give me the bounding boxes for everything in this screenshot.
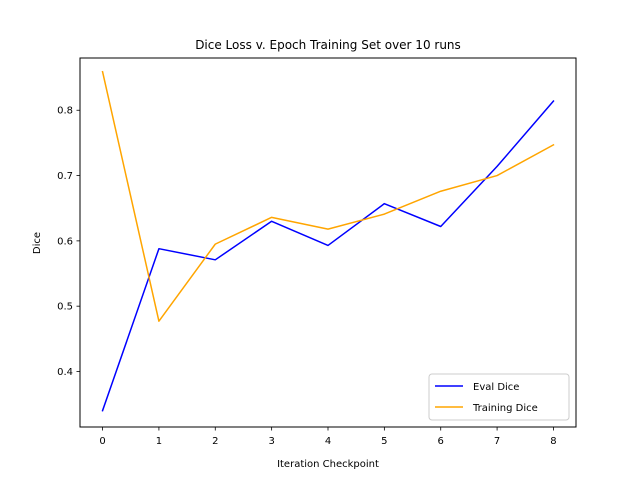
y-axis-ticks: 0.4 0.5 0.6 0.7 0.8: [57, 106, 80, 378]
x-tick-label: 6: [438, 436, 444, 447]
x-tick-label: 7: [494, 436, 500, 447]
x-tick-label: 3: [268, 436, 274, 447]
y-tick-label: 0.8: [57, 106, 73, 117]
legend-label-eval-dice: Eval Dice: [473, 382, 519, 393]
plot-lines: [101, 70, 555, 412]
x-tick-label: 8: [550, 436, 556, 447]
y-tick-label: 0.6: [57, 236, 73, 247]
y-tick-label: 0.7: [57, 171, 73, 182]
x-axis-ticks: 0 1 2 3 4 5 6 7 8: [99, 427, 557, 447]
y-tick-label: 0.5: [57, 302, 73, 313]
y-axis-label: Dice: [32, 232, 43, 254]
x-tick-label: 2: [212, 436, 218, 447]
x-tick-label: 1: [156, 436, 162, 447]
x-tick-label: 4: [325, 436, 331, 447]
legend-label-training-dice: Training Dice: [472, 403, 538, 414]
legend-box: [428, 373, 570, 421]
x-axis-label: Iteration Checkpoint: [277, 459, 379, 470]
series-line-training-dice: [101, 70, 555, 322]
x-tick-label: 5: [381, 436, 387, 447]
y-tick-label: 0.4: [57, 367, 73, 378]
legend: Eval Dice Training Dice: [428, 373, 570, 421]
series-line-eval-dice: [101, 100, 555, 412]
chart-title: Dice Loss v. Epoch Training Set over 10 …: [195, 38, 461, 52]
x-tick-label: 0: [99, 436, 105, 447]
